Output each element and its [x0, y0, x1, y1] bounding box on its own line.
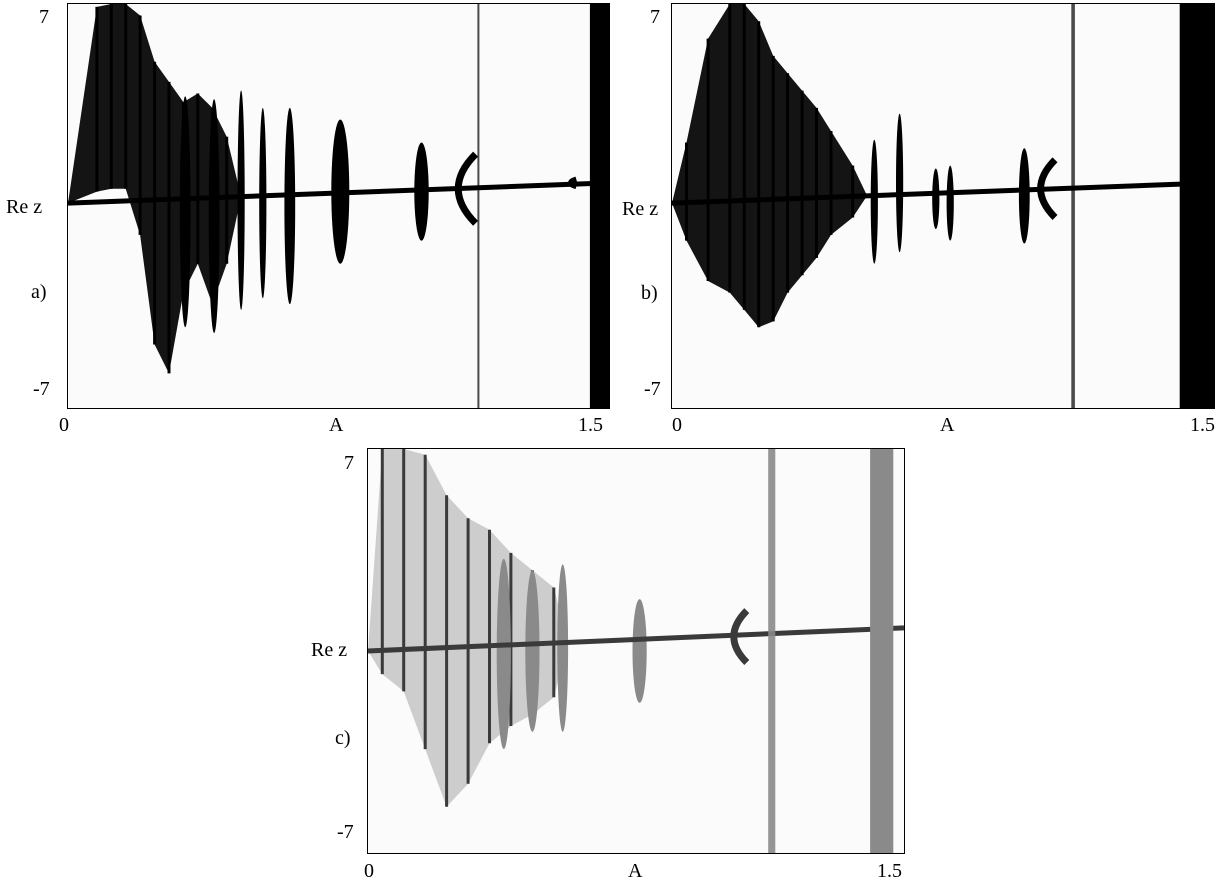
vertical-line-a-0	[477, 4, 480, 408]
vertical-band-b-0	[1179, 4, 1214, 408]
island-a-3	[259, 107, 267, 299]
x-axis-label-b: A	[940, 414, 955, 436]
island-a-2	[237, 90, 245, 310]
chart-plot-area-b	[671, 3, 1215, 409]
island-a-0	[179, 96, 191, 328]
x-axis-label-c: A	[628, 860, 643, 882]
y-tick-label-bottom-b: -7	[644, 378, 661, 400]
chart-plot-area-c	[367, 448, 905, 854]
y-tick-label-top-a: 7	[39, 6, 49, 28]
x-tick-label-left-a: 0	[59, 414, 69, 436]
island-b-4	[1018, 148, 1030, 244]
panel-label-b: b)	[641, 282, 658, 304]
main-branch-b	[672, 180, 1214, 206]
chart-svg-c	[368, 449, 904, 853]
chaotic-band-b	[672, 4, 868, 328]
vertical-line-b-0	[1071, 4, 1075, 408]
panel-label-c: c)	[335, 727, 351, 749]
vertical-band-a-0	[589, 4, 609, 408]
y-tick-label-bottom-a: -7	[33, 378, 50, 400]
island-c-3	[632, 599, 647, 703]
x-tick-label-left-b: 0	[672, 414, 682, 436]
chart-svg-b	[672, 4, 1214, 408]
vertical-line-c-0	[768, 449, 776, 853]
vertical-band-c-0	[870, 449, 894, 853]
y-tick-label-top-c: 7	[344, 452, 354, 474]
island-b-1	[896, 113, 904, 253]
island-b-0	[870, 139, 878, 264]
y-tick-label-top-b: 7	[650, 6, 660, 28]
x-tick-label-left-c: 0	[364, 860, 374, 882]
island-b-2	[932, 168, 940, 230]
x-tick-label-right-a: 1.5	[578, 414, 603, 436]
x-axis-label-a: A	[329, 414, 344, 436]
x-tick-label-right-c: 1.5	[877, 860, 902, 882]
island-c-0	[496, 558, 511, 750]
island-a-4	[284, 107, 296, 305]
panel-label-a: a)	[31, 281, 47, 303]
y-axis-label-a: Re z	[6, 196, 43, 218]
x-tick-label-right-b: 1.5	[1190, 414, 1215, 436]
chart-svg-a	[68, 4, 609, 408]
main-branch-c	[368, 625, 904, 654]
y-axis-label-b: Re z	[622, 198, 659, 220]
island-a-1	[208, 99, 220, 333]
chart-plot-area-a	[67, 3, 610, 409]
island-c-2	[557, 564, 569, 732]
y-axis-label-c: Re z	[311, 639, 348, 661]
y-tick-label-bottom-c: -7	[337, 821, 354, 843]
island-c-1	[525, 570, 540, 732]
main-branch-a	[68, 180, 609, 206]
island-b-3	[946, 165, 954, 241]
